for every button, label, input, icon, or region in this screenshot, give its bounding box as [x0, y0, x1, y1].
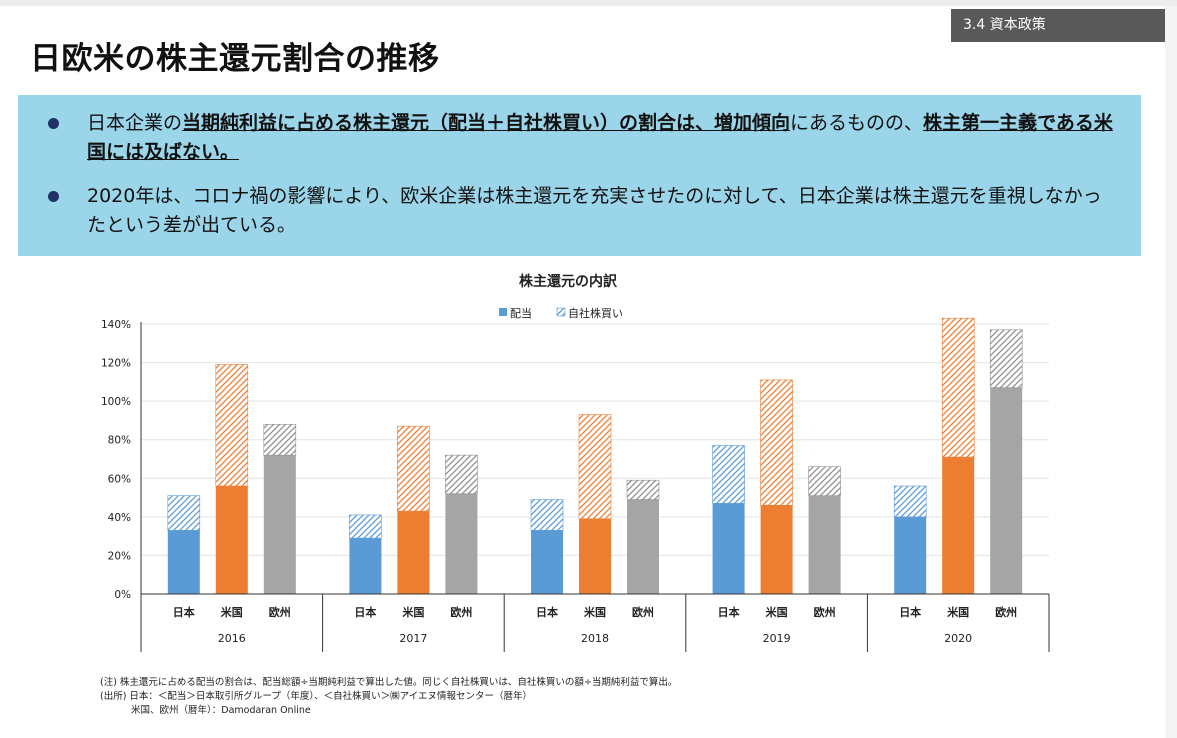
stacked-bar-chart: 株主還元の内訳 配当 自社株買い 0% 20% 40% 60% 80% 100% 120% 1…: [101, 273, 1050, 652]
bullet-dot-icon: [48, 191, 59, 202]
bar-buyback: [349, 514, 382, 539]
bar-dividend: [215, 486, 248, 594]
x-category-label: 日本: [899, 605, 921, 619]
y-tick-label: 0%: [114, 589, 131, 601]
legend-swatch-buyback: [556, 307, 566, 317]
bar-buyback: [760, 379, 793, 506]
bar-dividend: [942, 457, 975, 594]
bullet-dot-icon: [48, 118, 59, 129]
chart-legend: 配当 自社株買い: [499, 306, 623, 320]
x-category-label: 米国: [946, 605, 969, 619]
bar-dividend: [627, 499, 659, 594]
y-tick-label: 20%: [108, 550, 131, 562]
y-tick-label: 80%: [108, 435, 131, 447]
x-category-label: 米国: [583, 605, 606, 619]
bar-dividend: [349, 538, 382, 594]
bullet-1-emphasis-3: である米国には及ばない。: [87, 112, 1113, 163]
bullet-1-text: 日本企業の当期純利益に占める株主還元（配当＋自社株買い）の割合は、増加傾向にある…: [87, 109, 1117, 167]
bar-dividend: [712, 503, 745, 594]
x-group-label: 2019: [763, 632, 791, 645]
x-category-label: 日本: [354, 605, 376, 619]
x-category-label: 欧州: [995, 605, 1017, 619]
bar-buyback: [941, 317, 975, 458]
chart-title: 株主還元の内訳: [519, 273, 618, 290]
footnote-line-3: 米国、欧州（暦年）：Damodaran Online: [131, 705, 311, 716]
bar-buyback: [578, 414, 612, 520]
chart-plot: 0% 20% 40% 60% 80% 100% 120% 140% 日本 米国 欧州 2016 日本 米国…: [101, 317, 1050, 652]
bar-buyback: [215, 364, 249, 487]
x-category-label: 米国: [220, 605, 243, 619]
x-category-label: 欧州: [632, 605, 654, 619]
x-group-label: 2017: [399, 632, 427, 645]
bar-buyback: [263, 423, 297, 456]
y-tick-label: 100%: [101, 396, 131, 408]
x-group-label: 2016: [218, 632, 246, 645]
footnote-line-2: (出所) 日本：＜配当＞日本取引所グループ（年度）、＜自社株買い＞㈱アイエヌ情報…: [100, 691, 533, 702]
summary-panel: 日本企業の当期純利益に占める株主還元（配当＋自社株買い）の割合は、増加傾向にある…: [18, 95, 1141, 256]
bar-dividend: [263, 455, 296, 594]
chart-area: 株主還元の内訳 配当 自社株買い 0% 20% 40% 60% 80% 100% 120% 1…: [0, 260, 1177, 660]
bar-buyback: [893, 485, 927, 518]
legend-label-buyback: 自社株買い: [568, 306, 623, 320]
bar-buyback: [626, 479, 660, 500]
bar-dividend: [808, 495, 841, 594]
x-category-label: 欧州: [814, 605, 836, 619]
legend-swatch-dividend: [499, 308, 507, 316]
bar-dividend: [445, 493, 478, 594]
bar-buyback: [989, 329, 1023, 388]
x-category-label: 日本: [536, 605, 558, 619]
bar-dividend: [894, 516, 927, 594]
bar-dividend: [760, 505, 793, 594]
y-tick-label: 60%: [108, 473, 131, 485]
x-group-label: 2018: [581, 632, 609, 645]
bar-dividend: [579, 518, 611, 594]
x-group-label: 2020: [944, 632, 972, 645]
bar-buyback: [530, 499, 564, 531]
bullet-2-text: 2020年は、コロナ禍の影響により、欧米企業は株主還元を充実させたのに対して、日…: [87, 185, 1102, 236]
y-tick-label: 120%: [101, 358, 131, 370]
bullet-1-emphasis-1: 当期純利益に占める株主還元（配当＋自社株買い）の割合は、増加傾向: [182, 112, 791, 134]
legend-label-dividend: 配当: [510, 306, 532, 320]
bar-dividend: [990, 387, 1023, 594]
y-tick-label: 140%: [101, 319, 131, 331]
scroll-strip: [1165, 6, 1177, 738]
page-title: 日欧米の株主還元割合の推移: [30, 41, 440, 77]
x-category-label: 欧州: [450, 605, 472, 619]
bar-buyback: [712, 445, 745, 504]
x-category-label: 米国: [765, 605, 788, 619]
bar-buyback: [445, 454, 478, 495]
footnote-line-1: (注) 株主還元に占める配当の割合は、配当総額÷当期純利益で算出した値。同じく自…: [100, 677, 678, 688]
bar-dividend: [397, 511, 430, 594]
bar-buyback: [167, 495, 201, 531]
top-strip: [0, 0, 1177, 6]
section-tag: 3.4 資本政策: [951, 9, 1165, 42]
x-category-label: 欧州: [269, 605, 291, 619]
bar-buyback: [808, 466, 841, 496]
bar-dividend: [531, 530, 563, 594]
x-category-label: 日本: [173, 605, 195, 619]
x-category-label: 日本: [718, 605, 740, 619]
x-category-label: 米国: [401, 605, 424, 619]
bullet-1-part-1: 日本企業の: [87, 112, 183, 134]
bullet-1-emphasis-2: 株主第一主義: [923, 112, 1038, 134]
bar-dividend: [167, 530, 200, 594]
y-tick-label: 40%: [108, 512, 131, 524]
bullet-1-part-3: にあるものの、: [790, 112, 924, 134]
bar-buyback: [397, 425, 430, 512]
